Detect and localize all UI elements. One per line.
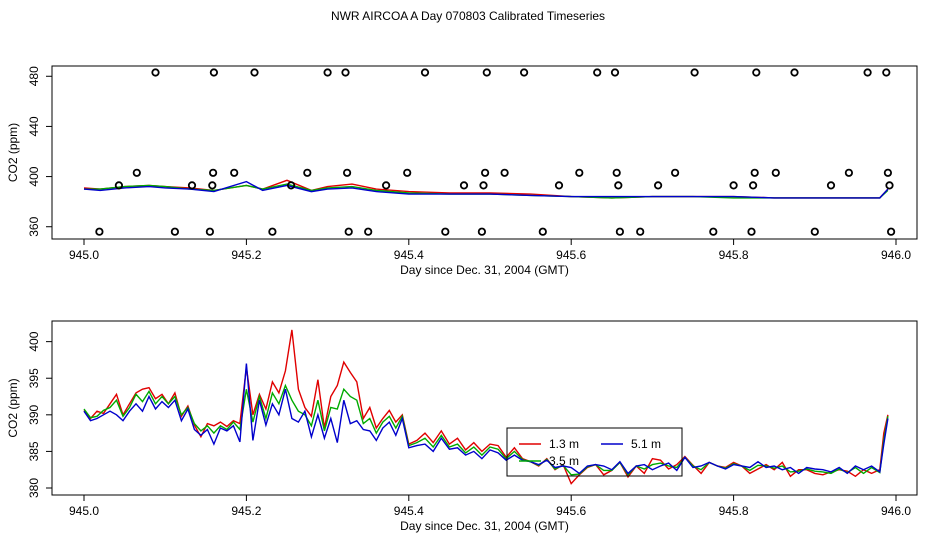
data-point-marker (459, 181, 469, 190)
data-point-marker (114, 181, 124, 190)
top-panel: 945.0 945.2 945.4 945.6 945.8 946.0 Day since … (6, 65, 918, 277)
data-point-marker (882, 68, 891, 77)
data-point-marker (748, 181, 758, 190)
data-point-marker (95, 227, 104, 236)
x-tick-label: 945.6 (556, 248, 586, 262)
legend-box (506, 427, 683, 477)
x-axis-label: Day since Dec. 31, 2004 (GMT) (400, 519, 569, 533)
x-tick-label: 945.2 (231, 504, 261, 518)
y-tick-label: 440 (27, 116, 41, 136)
y-tick-label: 400 (27, 166, 41, 186)
data-point-marker (381, 181, 391, 190)
y-tick-label: 480 (27, 66, 41, 86)
data-point-marker (610, 68, 620, 77)
x-tick-label: 945.8 (719, 504, 749, 518)
legend: 1.3 m 5.1 m 3.5 m (506, 427, 683, 477)
data-point-marker (230, 168, 239, 177)
x-axis-label: Day since Dec. 31, 2004 (GMT) (400, 263, 569, 277)
y-tick-label: 380 (27, 478, 41, 498)
data-point-marker (690, 68, 699, 77)
series-line-5-1-m (83, 363, 889, 475)
x-tick-label: 946.0 (881, 248, 911, 262)
legend-label: 5.1 m (631, 437, 661, 451)
data-point-marker (268, 227, 277, 236)
data-point-marker (863, 68, 872, 77)
data-point-marker (615, 227, 625, 236)
legend-label: 1.3 m (549, 437, 579, 451)
data-point-marker (208, 181, 217, 190)
y-tick-label: 395 (27, 368, 41, 388)
series-line-1-3-m (83, 329, 889, 485)
data-point-marker (480, 168, 490, 177)
data-point-marker (612, 168, 621, 177)
data-point-marker (636, 227, 645, 236)
bottom-panel: 945.0 945.2 945.4 945.6 945.8 946.0 Day since … (6, 320, 918, 533)
data-point-marker (170, 227, 179, 236)
data-point-marker (593, 68, 602, 77)
data-point-marker (750, 168, 759, 177)
series-line-5-1-m (83, 180, 889, 199)
data-point-marker (205, 227, 214, 236)
data-point-marker (500, 168, 509, 177)
data-point-marker (323, 68, 332, 77)
y-tick-label: 360 (27, 216, 41, 236)
x-tick-label: 945.4 (394, 504, 424, 518)
data-point-marker (403, 168, 412, 177)
data-point-marker (554, 181, 564, 190)
y-tick-label: 385 (27, 441, 41, 461)
x-tick-label: 945.0 (69, 504, 99, 518)
data-point-marker (729, 181, 738, 190)
data-point-marker (844, 168, 854, 177)
x-tick-label: 945.6 (556, 504, 586, 518)
data-point-marker (519, 68, 529, 77)
data-point-marker (670, 168, 680, 177)
data-point-marker (826, 181, 836, 190)
data-point-marker (653, 181, 663, 190)
series-line-3-5-m (83, 383, 889, 476)
x-tick-label: 945.0 (69, 248, 99, 262)
y-axis-label: CO2 (ppm) (6, 123, 20, 182)
data-point-marker (747, 227, 756, 236)
plot-frame (51, 65, 918, 240)
data-point-marker (479, 181, 488, 190)
legend-label: 3.5 m (549, 454, 579, 468)
data-point-marker (538, 227, 547, 236)
data-point-marker (250, 68, 259, 77)
data-point-marker (482, 68, 491, 77)
data-point-marker (342, 168, 352, 177)
data-point-marker (344, 227, 353, 236)
y-axis-label: CO2 (ppm) (6, 378, 20, 437)
page-title: NWR AIRCOA A Day 070803 Calibrated Times… (330, 9, 606, 23)
data-point-marker (132, 168, 141, 177)
data-point-marker (151, 68, 160, 77)
data-point-marker (477, 227, 486, 236)
data-point-marker (441, 227, 450, 236)
data-point-marker (771, 168, 780, 177)
data-point-marker (187, 181, 197, 190)
x-tick-label: 945.2 (231, 248, 261, 262)
data-point-marker (752, 68, 761, 77)
data-point-marker (341, 68, 350, 77)
data-point-marker (303, 168, 312, 177)
x-tick-label: 946.0 (881, 504, 911, 518)
data-point-marker (420, 68, 430, 77)
y-tick-label: 390 (27, 404, 41, 424)
x-tick-label: 945.4 (394, 248, 424, 262)
y-tick-label: 400 (27, 331, 41, 351)
x-tick-label: 945.8 (719, 248, 749, 262)
data-point-marker (575, 168, 584, 177)
data-point-marker (790, 68, 799, 77)
data-point-marker (885, 181, 894, 190)
data-point-marker (209, 68, 218, 77)
data-point-marker (209, 168, 218, 177)
data-point-marker (883, 168, 893, 177)
data-point-marker (286, 181, 296, 190)
data-point-marker (810, 227, 819, 236)
data-point-marker (614, 181, 623, 190)
data-point-marker (709, 227, 718, 236)
data-point-marker (364, 227, 373, 236)
data-point-marker (886, 227, 896, 236)
